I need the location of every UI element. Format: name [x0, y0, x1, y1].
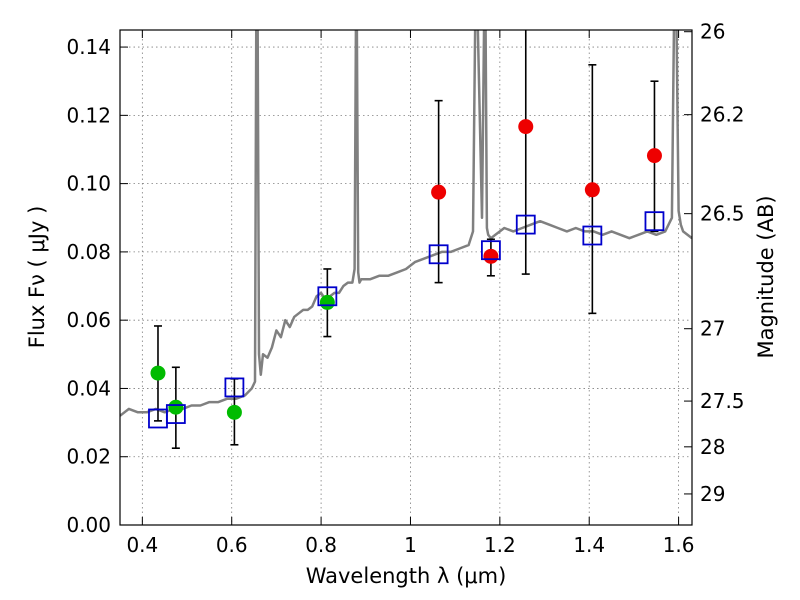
flux-point	[150, 365, 166, 381]
model-box	[165, 404, 186, 424]
flux-point	[518, 119, 534, 135]
axes: 0.4 0.6 0.8 1 1.2 1.4 1.6 0.00 0.02 0.04 0.06 0.08 0…	[66, 20, 744, 557]
spectrum-line	[120, 30, 692, 417]
flux-point	[168, 399, 184, 415]
x-axis-title: Wavelength λ (μm)	[306, 564, 507, 588]
x-tick-label: 1.4	[573, 533, 605, 557]
x-tick-label: 1.6	[663, 533, 695, 557]
flux-point	[226, 404, 242, 420]
y2-tick-label: 28	[700, 435, 725, 459]
y2-tick-label: 26.2	[700, 103, 745, 127]
y-tick-label: 0.00	[66, 513, 111, 537]
y-tick-label: 0.14	[66, 35, 111, 59]
y2-tick-label: 27.5	[700, 389, 745, 413]
model-box	[481, 240, 501, 261]
y2-tick-label: 27	[700, 317, 725, 341]
model-box	[224, 377, 245, 398]
flux-point	[483, 248, 499, 264]
y-tick-label: 0.10	[66, 172, 111, 196]
model-box	[644, 211, 665, 232]
y2-tick-label: 26.5	[700, 202, 745, 226]
x-tick-label: 1	[404, 533, 417, 557]
y-tick-label: 0.06	[66, 308, 111, 332]
y-tick-label: 0.04	[66, 376, 111, 400]
plot-layer	[120, 30, 692, 449]
model-box	[428, 244, 449, 265]
y2-tick-label: 26	[700, 20, 725, 44]
flux-point	[646, 148, 662, 164]
model-box	[515, 214, 536, 235]
grid	[120, 30, 692, 526]
x-tick-label: 0.6	[216, 533, 248, 557]
x-tick-label: 0.8	[305, 533, 337, 557]
y-axis-title: Flux Fν ( μJy )	[25, 206, 49, 349]
flux-point	[319, 294, 335, 310]
plot-area	[120, 30, 692, 525]
y2-tick-label: 29	[700, 482, 725, 506]
plot-frame	[119, 29, 693, 526]
y-tick-label: 0.12	[66, 103, 111, 127]
flux-point	[431, 184, 447, 200]
x-tick-label: 0.4	[126, 533, 158, 557]
model-box	[317, 286, 338, 307]
y-tick-label: 0.02	[66, 445, 111, 469]
flux-point	[584, 182, 600, 198]
y2-axis-title: Magnitude (AB)	[754, 195, 778, 358]
model-box	[582, 225, 603, 246]
x-tick-label: 1.2	[484, 533, 516, 557]
y-tick-label: 0.08	[66, 240, 111, 264]
